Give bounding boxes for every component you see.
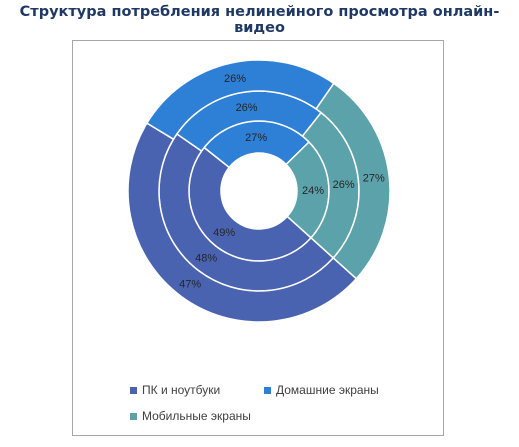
chart-title: Структура потребления нелинейного просмо… xyxy=(19,4,500,36)
chart-frame: 49% 27% 24% 48% 26% 26% 47% 26% 27% ПК и ноутбук… xyxy=(72,40,444,436)
data-label-outer-pc: 47% xyxy=(179,279,201,291)
data-label-inner-pc: 49% xyxy=(213,227,235,239)
data-label-outer-home: 26% xyxy=(224,73,246,85)
data-label-inner-home: 27% xyxy=(245,132,267,144)
data-label-inner-mobile: 24% xyxy=(302,185,324,197)
donut-chart: 49% 27% 24% 48% 26% 26% 47% 26% 27% xyxy=(127,59,391,323)
data-label-middle-pc: 48% xyxy=(195,253,217,265)
data-label-middle-mobile: 26% xyxy=(333,179,355,191)
data-label-outer-mobile: 27% xyxy=(363,173,385,185)
slice-outer-mobile[interactable] xyxy=(315,82,391,280)
data-label-middle-home: 26% xyxy=(236,102,258,114)
slice-outer-pc[interactable] xyxy=(127,122,358,323)
